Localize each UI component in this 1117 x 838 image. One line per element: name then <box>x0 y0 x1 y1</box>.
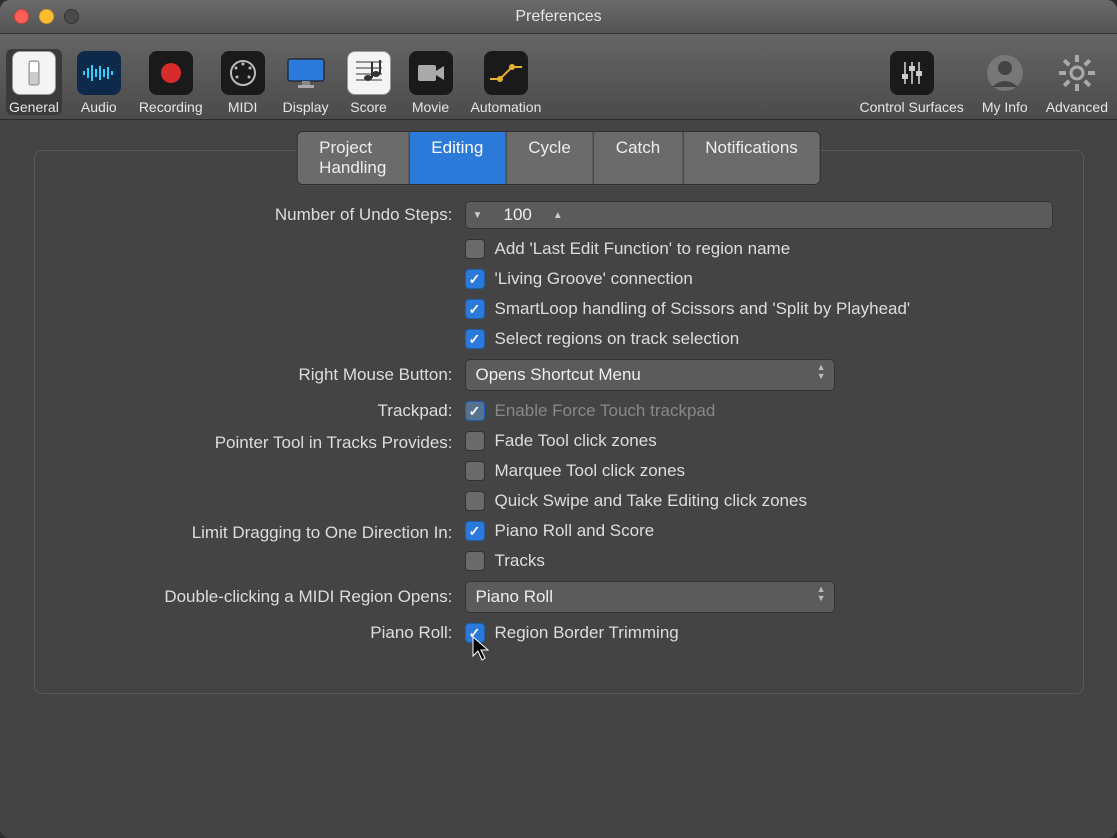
settings-panel: Project Handling Editing Cycle Catch Not… <box>34 150 1084 694</box>
stepper-up-icon[interactable]: ▲ <box>546 202 570 228</box>
chevron-updown-icon: ▲▼ <box>817 363 826 381</box>
midi-icon <box>221 51 265 95</box>
checkbox-smartloop[interactable] <box>465 299 485 319</box>
waveform-icon <box>77 51 121 95</box>
checkbox-living-groove[interactable] <box>465 269 485 289</box>
toolbar-item-movie[interactable]: Movie <box>406 49 456 115</box>
checkbox-label: Piano Roll and Score <box>495 521 655 541</box>
checkbox-label: Tracks <box>495 551 545 571</box>
toolbar: General Audio Recording MIDI Display <box>0 34 1117 120</box>
checkbox-label: 'Living Groove' connection <box>495 269 693 289</box>
checkbox-label: SmartLoop handling of Scissors and 'Spli… <box>495 299 911 319</box>
checkbox-label: Select regions on track selection <box>495 329 740 349</box>
toolbar-item-automation[interactable]: Automation <box>468 49 545 115</box>
checkbox-add-last-edit[interactable] <box>465 239 485 259</box>
window-title: Preferences <box>0 8 1117 26</box>
checkbox-label: Marquee Tool click zones <box>495 461 686 481</box>
tab-cycle[interactable]: Cycle <box>506 132 594 184</box>
toolbar-item-control-surfaces[interactable]: Control Surfaces <box>857 49 967 115</box>
checkbox-marquee-tool[interactable] <box>465 461 485 481</box>
checkbox-label: Quick Swipe and Take Editing click zones <box>495 491 807 511</box>
checkbox-force-touch <box>465 401 485 421</box>
toolbar-label: Recording <box>139 99 203 115</box>
toolbar-label: Audio <box>81 99 117 115</box>
checkbox-select-regions[interactable] <box>465 329 485 349</box>
tab-notifications[interactable]: Notifications <box>683 132 820 184</box>
checkbox-piano-roll-score[interactable] <box>465 521 485 541</box>
undo-steps-stepper[interactable]: ▼ 100 ▲ <box>465 201 1053 229</box>
stepper-down-icon[interactable]: ▼ <box>466 202 490 228</box>
checkbox-label: Region Border Trimming <box>495 623 679 643</box>
toolbar-label: Automation <box>471 99 542 115</box>
display-icon <box>284 51 328 95</box>
toolbar-label: Movie <box>412 99 449 115</box>
toolbar-label: MIDI <box>228 99 258 115</box>
tab-editing[interactable]: Editing <box>409 132 506 184</box>
right-mouse-label: Right Mouse Button: <box>65 365 465 385</box>
toolbar-label: Control Surfaces <box>860 99 964 115</box>
titlebar: Preferences <box>0 0 1117 34</box>
toolbar-label: General <box>9 99 59 115</box>
toolbar-item-audio[interactable]: Audio <box>74 49 124 115</box>
toolbar-label: Score <box>350 99 387 115</box>
record-icon <box>149 51 193 95</box>
gear-icon <box>1055 51 1099 95</box>
checkbox-label: Fade Tool click zones <box>495 431 657 451</box>
tab-bar: Project Handling Editing Cycle Catch Not… <box>296 131 821 185</box>
checkbox-label: Enable Force Touch trackpad <box>495 401 716 421</box>
toolbar-label: Display <box>283 99 329 115</box>
tab-project-handling[interactable]: Project Handling <box>297 132 409 184</box>
content-area: Project Handling Editing Cycle Catch Not… <box>0 120 1117 838</box>
undo-steps-label: Number of Undo Steps: <box>65 205 465 225</box>
switch-icon <box>12 51 56 95</box>
tab-catch[interactable]: Catch <box>594 132 683 184</box>
chevron-updown-icon: ▲▼ <box>817 585 826 603</box>
faders-icon <box>890 51 934 95</box>
preferences-window: Preferences General Audio Recording M <box>0 0 1117 838</box>
checkbox-tracks[interactable] <box>465 551 485 571</box>
checkbox-fade-tool[interactable] <box>465 431 485 451</box>
checkbox-label: Add 'Last Edit Function' to region name <box>495 239 791 259</box>
double-click-popup[interactable]: Piano Roll ▲▼ <box>465 581 835 613</box>
pointer-tool-label: Pointer Tool in Tracks Provides: <box>65 431 465 453</box>
popup-value: Opens Shortcut Menu <box>476 365 641 385</box>
toolbar-item-my-info[interactable]: My Info <box>979 49 1031 115</box>
toolbar-item-recording[interactable]: Recording <box>136 49 206 115</box>
undo-steps-value: 100 <box>490 205 546 225</box>
toolbar-item-midi[interactable]: MIDI <box>218 49 268 115</box>
automation-icon <box>484 51 528 95</box>
toolbar-item-display[interactable]: Display <box>280 49 332 115</box>
toolbar-item-general[interactable]: General <box>6 49 62 115</box>
checkbox-region-border-trim[interactable] <box>465 623 485 643</box>
movie-icon <box>409 51 453 95</box>
limit-drag-label: Limit Dragging to One Direction In: <box>65 521 465 543</box>
piano-roll-label: Piano Roll: <box>65 623 465 643</box>
toolbar-label: Advanced <box>1046 99 1108 115</box>
right-mouse-popup[interactable]: Opens Shortcut Menu ▲▼ <box>465 359 835 391</box>
user-icon <box>983 51 1027 95</box>
toolbar-item-advanced[interactable]: Advanced <box>1043 49 1111 115</box>
toolbar-item-score[interactable]: Score <box>344 49 394 115</box>
toolbar-label: My Info <box>982 99 1028 115</box>
checkbox-quick-swipe[interactable] <box>465 491 485 511</box>
popup-value: Piano Roll <box>476 587 554 607</box>
double-click-label: Double-clicking a MIDI Region Opens: <box>65 587 465 607</box>
trackpad-label: Trackpad: <box>65 401 465 421</box>
score-icon <box>347 51 391 95</box>
